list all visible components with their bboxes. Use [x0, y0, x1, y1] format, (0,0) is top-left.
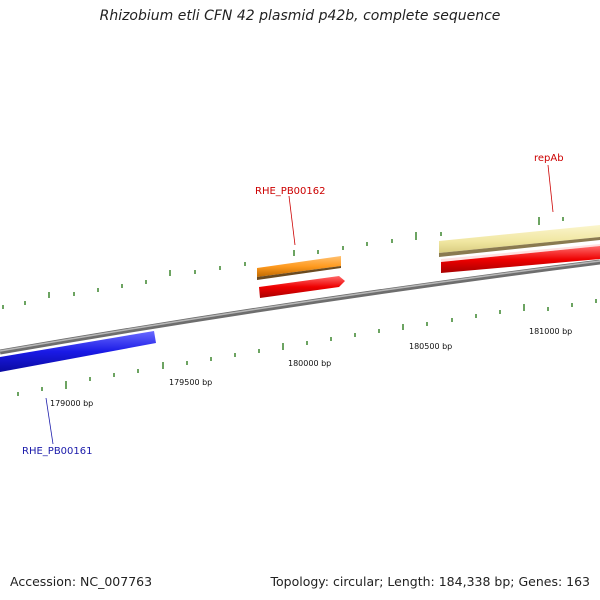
gene-label-rhe-pb00161[interactable]: RHE_PB00161 — [22, 446, 93, 457]
position-labels: 179000 bp 179500 bp 180000 bp 180500 bp … — [50, 327, 572, 408]
accession-text: Accession: NC_007763 — [10, 574, 153, 589]
callout-line-rhe-pb00161 — [45, 397, 54, 445]
gene-label-rhe-pb00162[interactable]: RHE_PB00162 — [255, 186, 326, 197]
position-label-180000: 180000 bp — [288, 359, 331, 368]
position-label-179000: 179000 bp — [50, 399, 93, 408]
map-title: Rhizobium etli CFN 42 plasmid p42b, comp… — [99, 8, 501, 24]
position-label-179500: 179500 bp — [169, 378, 212, 387]
feature-red-arrow-1[interactable] — [259, 276, 345, 298]
position-label-181000: 181000 bp — [529, 327, 572, 336]
inner-tick-row — [17, 299, 597, 396]
feature-repab-cream[interactable] — [439, 225, 600, 257]
outer-tick-row — [2, 217, 564, 309]
callout-line-repab — [547, 164, 554, 213]
feature-red-bar-2[interactable] — [441, 244, 600, 273]
topology-summary-text: Topology: circular; Length: 184,338 bp; … — [270, 574, 591, 589]
sequence-backbone-highlight — [0, 260, 600, 352]
feature-rhe-pb00161-blue[interactable] — [0, 331, 156, 372]
feature-rhe-pb00162-orange[interactable] — [257, 256, 341, 280]
position-label-180500: 180500 bp — [409, 342, 452, 351]
gene-label-repab[interactable]: repAb — [534, 153, 564, 164]
callout-line-rhe-pb00162 — [288, 195, 296, 246]
sequence-backbone — [0, 259, 600, 355]
